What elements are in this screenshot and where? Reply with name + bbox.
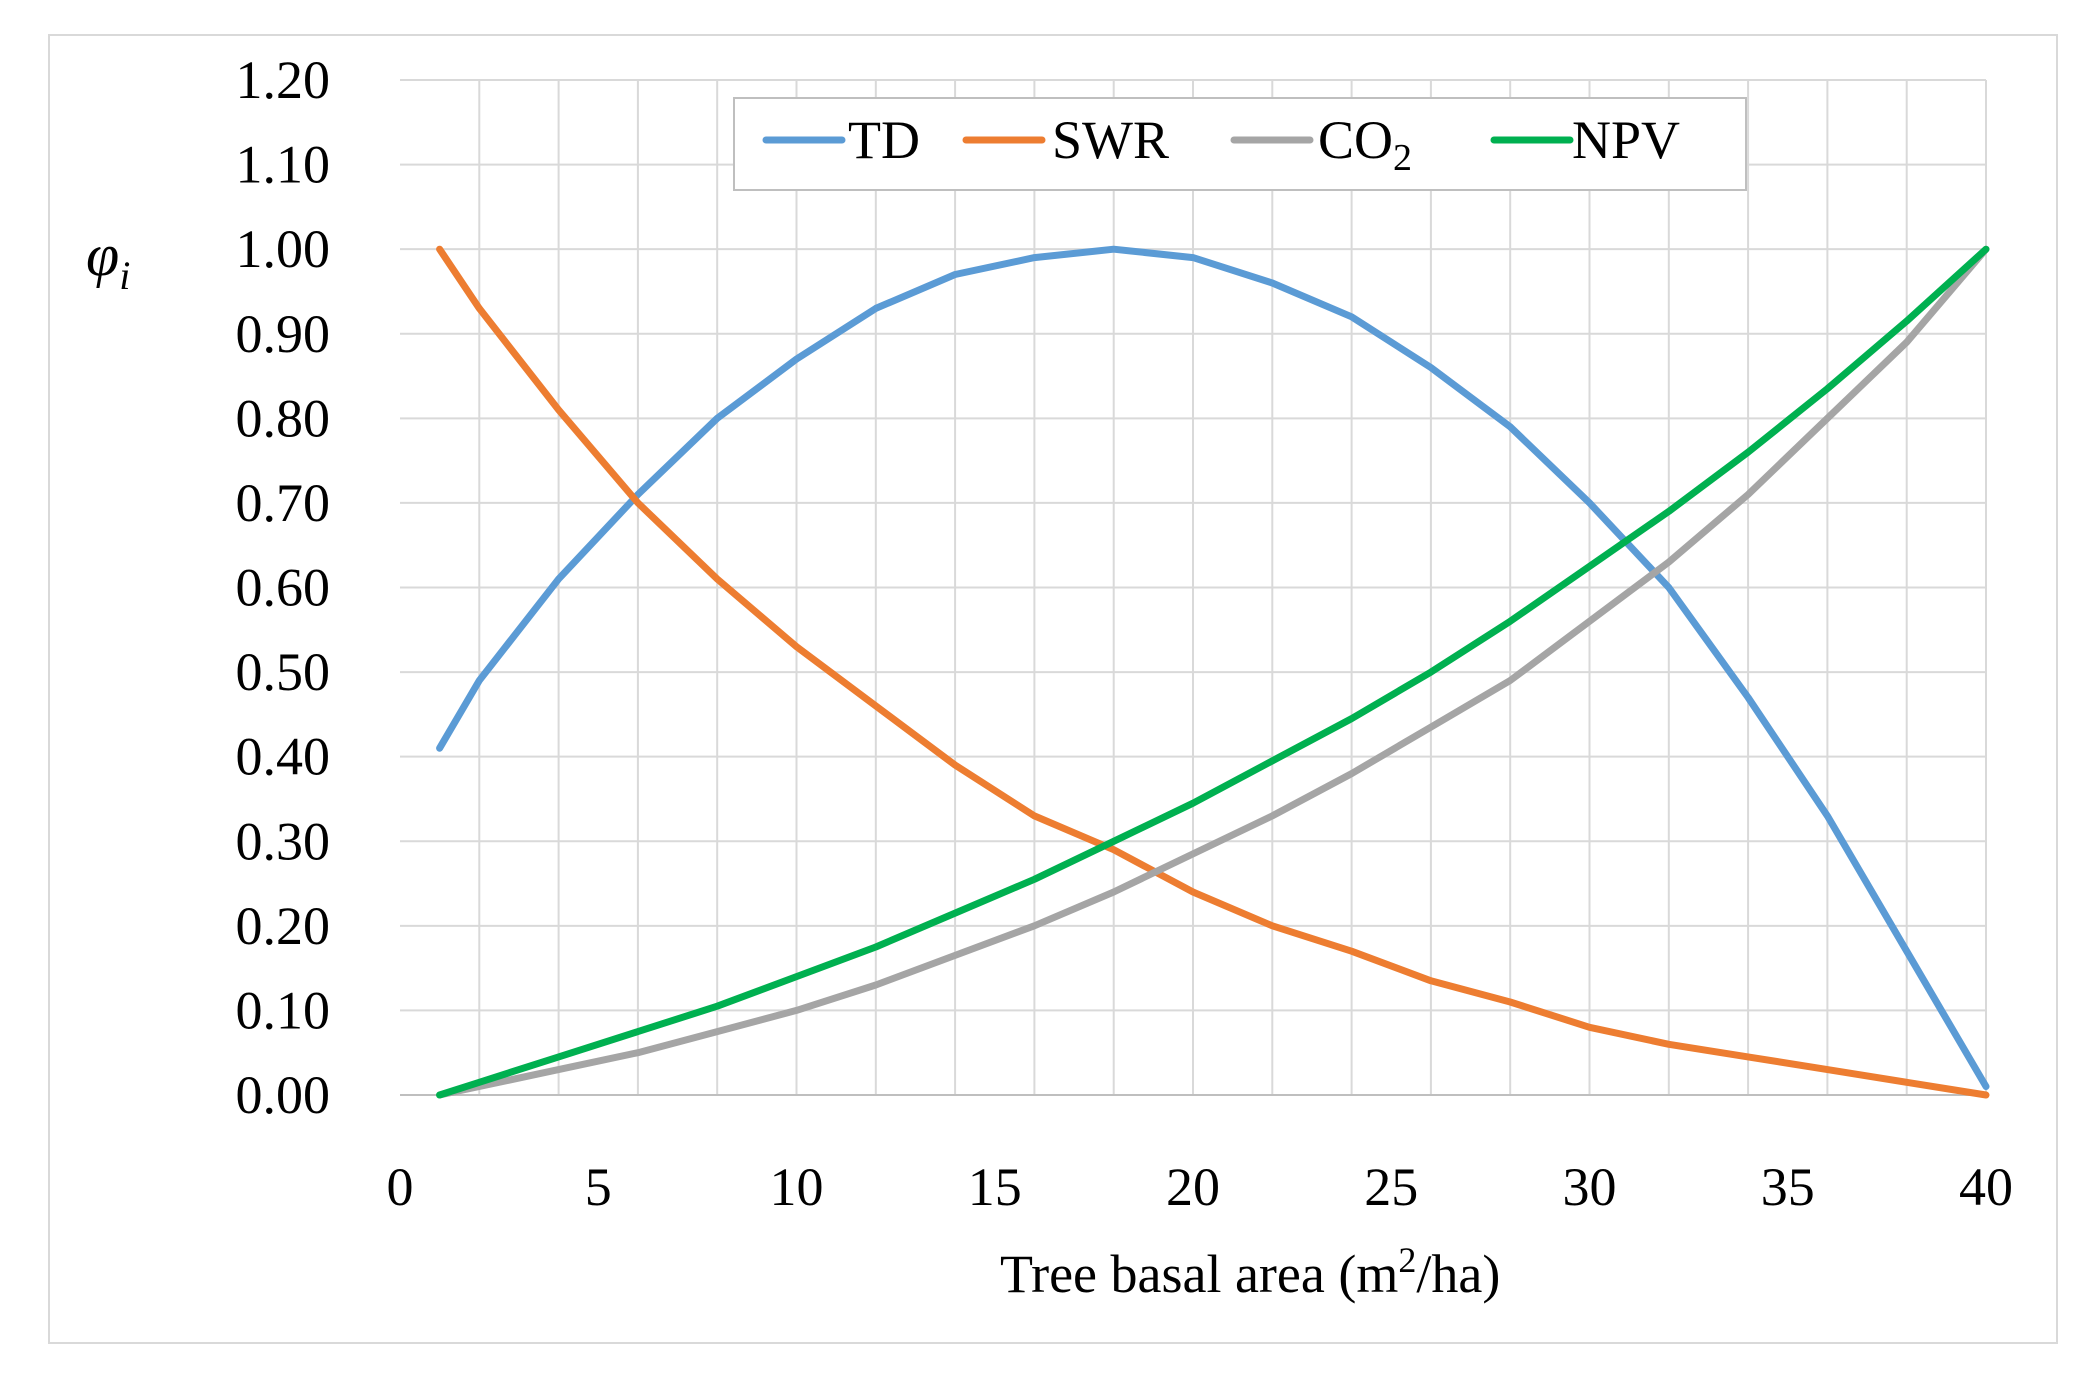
y-tick-label: 0.50 <box>236 642 331 702</box>
legend-label-td: TD <box>848 110 920 170</box>
tick-labels: 0.00 0.10 0.20 0.30 0.40 0.50 0.60 0.70 0.80 0.90… <box>236 50 2014 1217</box>
x-tick-label: 5 <box>585 1157 612 1217</box>
legend-label-co2: CO2 <box>1318 110 1412 179</box>
x-tick-label: 0 <box>387 1157 414 1217</box>
series-lines <box>436 245 1990 1099</box>
y-tick-label: 0.40 <box>236 727 331 787</box>
x-tick-label: 35 <box>1761 1157 1815 1217</box>
y-tick-label: 0.00 <box>236 1065 331 1125</box>
x-axis-label: Tree basal area (m2/ha) <box>1000 1240 1500 1304</box>
x-tick-label: 15 <box>968 1157 1022 1217</box>
y-tick-label: 1.00 <box>236 219 331 279</box>
grid <box>400 79 1987 1095</box>
y-tick-label: 0.90 <box>236 304 331 364</box>
y-axis-label: φi <box>86 222 130 298</box>
y-tick-label: 1.20 <box>236 50 331 110</box>
y-tick-label: 0.70 <box>236 473 331 533</box>
x-tick-label: 40 <box>1959 1157 2013 1217</box>
y-tick-label: 0.30 <box>236 811 331 871</box>
legend: TD SWR CO2 NPV <box>733 97 1747 191</box>
y-tick-label: 1.10 <box>236 135 331 195</box>
y-tick-label: 0.60 <box>236 558 331 618</box>
x-tick-label: 30 <box>1563 1157 1617 1217</box>
series-line-td <box>436 245 1990 1090</box>
y-tick-label: 0.10 <box>236 980 331 1040</box>
x-tick-label: 10 <box>770 1157 824 1217</box>
legend-box <box>733 97 1747 191</box>
x-tick-label: 20 <box>1166 1157 1220 1217</box>
legend-label-npv: NPV <box>1572 110 1680 170</box>
legend-label-swr: SWR <box>1052 110 1169 170</box>
series-line-npv <box>436 245 1990 1099</box>
y-tick-label: 0.20 <box>236 896 331 956</box>
series-line-swr <box>436 245 1990 1099</box>
series-line-co2 <box>436 245 1990 1099</box>
y-tick-label: 0.80 <box>236 388 331 448</box>
x-tick-label: 25 <box>1364 1157 1418 1217</box>
